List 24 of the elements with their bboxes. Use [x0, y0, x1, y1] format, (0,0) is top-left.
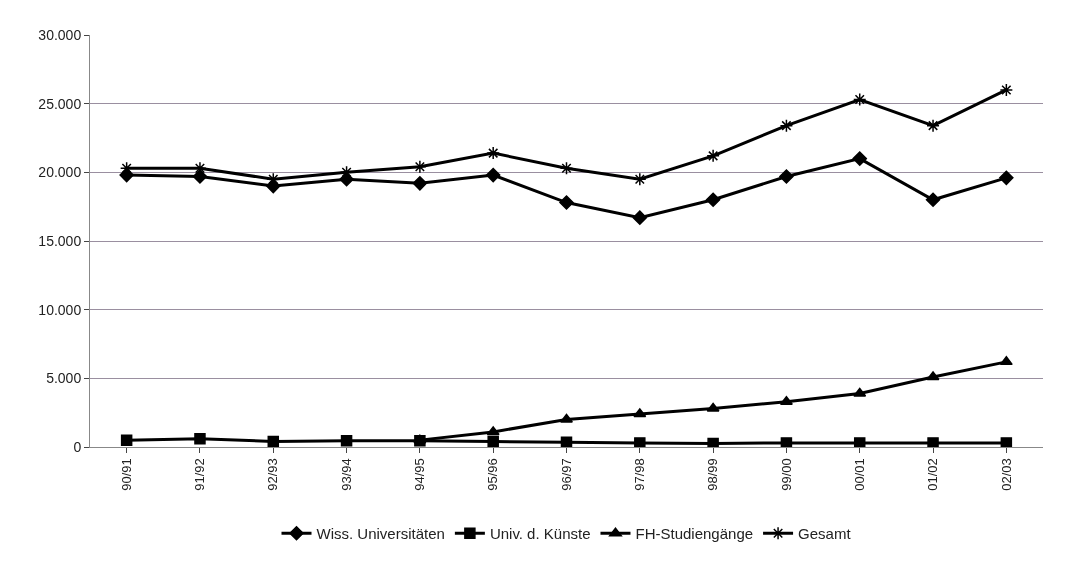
x-tick-label: 98/99	[705, 458, 721, 491]
y-tick-label: 5.000	[46, 370, 82, 387]
x-tick-label: 99/00	[778, 458, 794, 491]
x-tick-label: 91/92	[192, 458, 208, 491]
legend-label: Wiss. Universitäten	[316, 525, 445, 543]
y-tick-label: 15.000	[38, 232, 82, 249]
y-tick-label: 30.000	[38, 26, 82, 43]
legend-label: Univ. d. Künste	[489, 525, 591, 543]
y-tick-label: 20.000	[38, 164, 82, 181]
x-tick-label: 95/96	[485, 458, 501, 491]
x-tick-label: 96/97	[558, 458, 574, 491]
x-tick-label: 02/03	[998, 458, 1014, 491]
y-tick-label: 25.000	[38, 95, 82, 112]
legend-label: FH-Studiengänge	[635, 525, 754, 543]
y-tick-label: 0	[73, 438, 82, 455]
x-tick-label: 00/01	[851, 458, 867, 491]
y-tick-label: 10.000	[38, 301, 82, 318]
x-tick-label: 92/93	[265, 458, 281, 491]
x-tick-label: 94/95	[412, 458, 428, 491]
x-tick-label: 01/02	[925, 458, 941, 491]
x-tick-label: 93/94	[338, 458, 354, 491]
legend-label: Gesamt	[798, 525, 852, 543]
x-tick-label: 97/98	[632, 458, 648, 491]
x-tick-label: 90/91	[118, 458, 134, 491]
